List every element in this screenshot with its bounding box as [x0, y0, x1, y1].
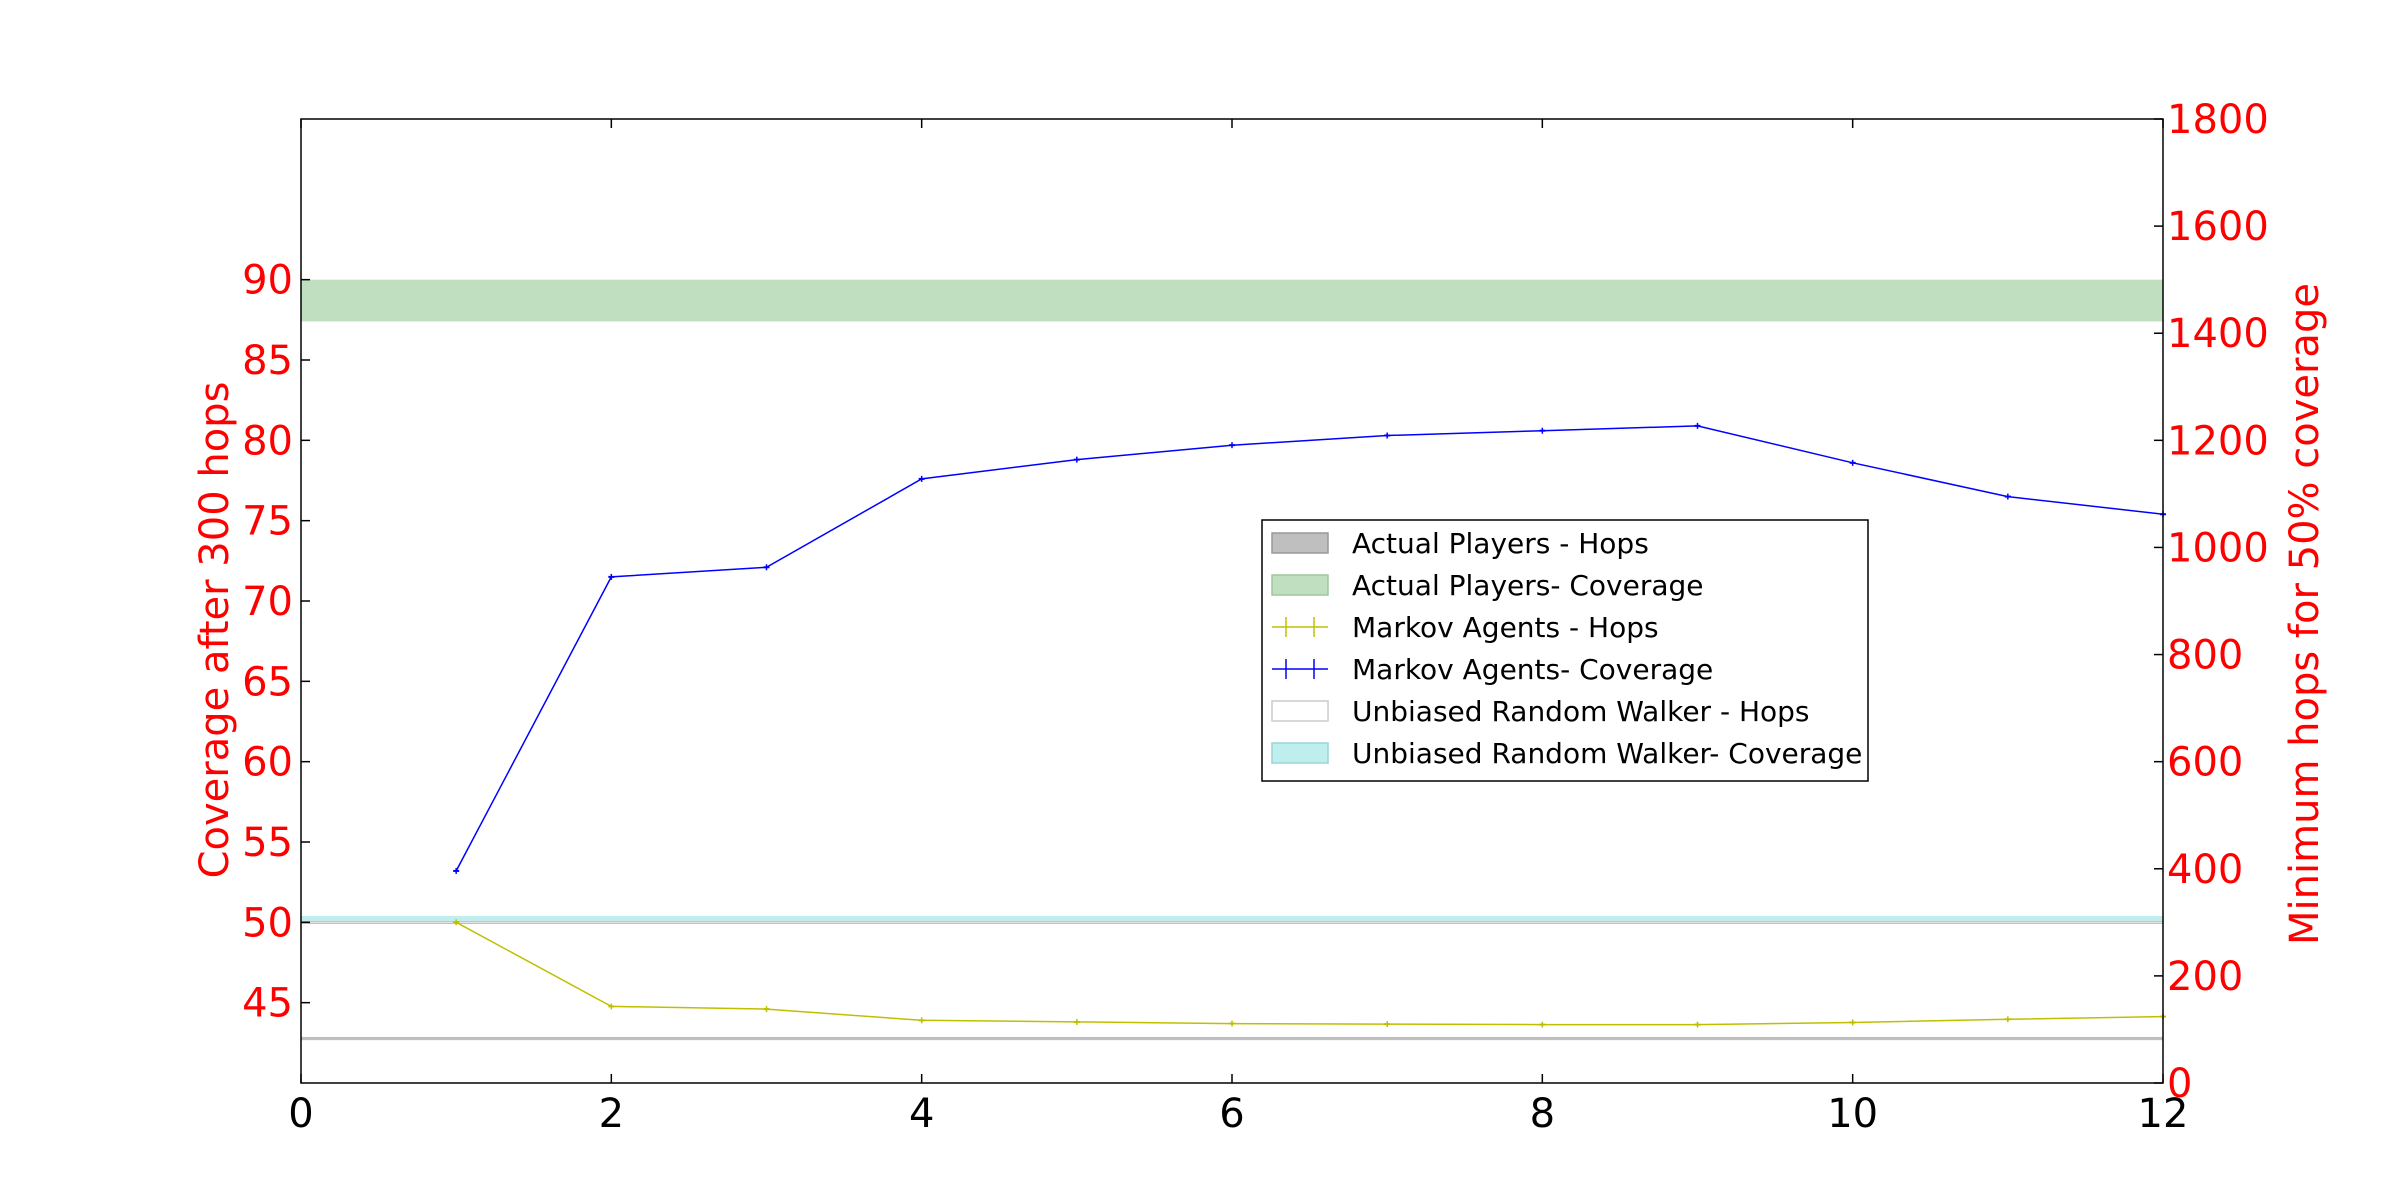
legend-swatch-5: [1271, 742, 1329, 764]
series-line-0: [455, 921, 2164, 1026]
y-left-tick-label: 65: [242, 659, 293, 705]
y-left-tick-label: 90: [242, 258, 293, 304]
x-tick-label: 8: [1530, 1091, 1555, 1137]
y-right-tick-label: 400: [2167, 847, 2243, 893]
y-left-tick-label: 60: [242, 740, 293, 786]
y-right-tick-label: 600: [2167, 740, 2243, 786]
y-right-tick-label: 1800: [2167, 97, 2269, 143]
y-right-tick-label: 1400: [2167, 311, 2269, 357]
series-line-1: [455, 425, 2164, 872]
legend-label-3: Markov Agents- Coverage: [1352, 653, 1713, 686]
legend-label-4: Unbiased Random Walker - Hops: [1352, 695, 1810, 728]
legend-swatch-1: [1271, 574, 1329, 596]
y-left-tick-label: 50: [242, 900, 293, 946]
plot-frame: [300, 118, 2164, 1084]
y-right-tick-label: 800: [2167, 633, 2243, 679]
band-2: [300, 920, 2164, 924]
y-axis-label-left: Coverage after 300 hops: [192, 382, 238, 879]
axis-ticks: 0 2 4 6 8 10 12 45 50 55 60 65 70 75 80 85 90 0 200 400 600 8…: [242, 97, 2269, 1137]
y-right-tick-label: 200: [2167, 954, 2243, 1000]
y-left-tick-label: 55: [242, 820, 293, 866]
y-left-tick-label: 85: [242, 338, 293, 384]
legend-label-0: Actual Players - Hops: [1352, 527, 1649, 560]
x-tick-label: 12: [2138, 1091, 2189, 1137]
series-layer: [453, 422, 2166, 1028]
y-left-tick-label: 45: [242, 981, 293, 1027]
band-1: [301, 279, 2163, 322]
legend-swatch-4: [1271, 700, 1329, 722]
legend-box: [1261, 519, 1869, 782]
y-left-tick-label: 70: [242, 579, 293, 625]
y-left-tick-label: 75: [242, 499, 293, 545]
y-axis-label-right: Minimum hops for 50% coverage: [2282, 283, 2328, 945]
legend-label-2: Markov Agents - Hops: [1352, 611, 1659, 644]
y-left-tick-label: 80: [242, 418, 293, 464]
x-tick-label: 0: [288, 1091, 313, 1137]
y-right-tick-label: 0: [2167, 1061, 2192, 1107]
legend-label-5: Unbiased Random Walker- Coverage: [1352, 737, 1862, 770]
x-tick-label: 4: [909, 1091, 934, 1137]
band-0: [301, 1036, 2163, 1041]
y-right-tick-label: 1600: [2167, 204, 2269, 250]
band-layer: [300, 279, 2164, 1041]
legend-label-1: Actual Players- Coverage: [1352, 569, 1704, 602]
y-right-tick-label: 1000: [2167, 525, 2269, 571]
y-right-tick-label: 1200: [2167, 418, 2269, 464]
x-tick-label: 2: [599, 1091, 624, 1137]
legend-swatch-0: [1271, 532, 1329, 554]
legend: Actual Players - Hops Actual Players- Cov…: [1261, 519, 1869, 782]
x-tick-label: 6: [1219, 1091, 1244, 1137]
x-tick-label: 10: [1827, 1091, 1878, 1137]
band-3: [301, 915, 2163, 921]
